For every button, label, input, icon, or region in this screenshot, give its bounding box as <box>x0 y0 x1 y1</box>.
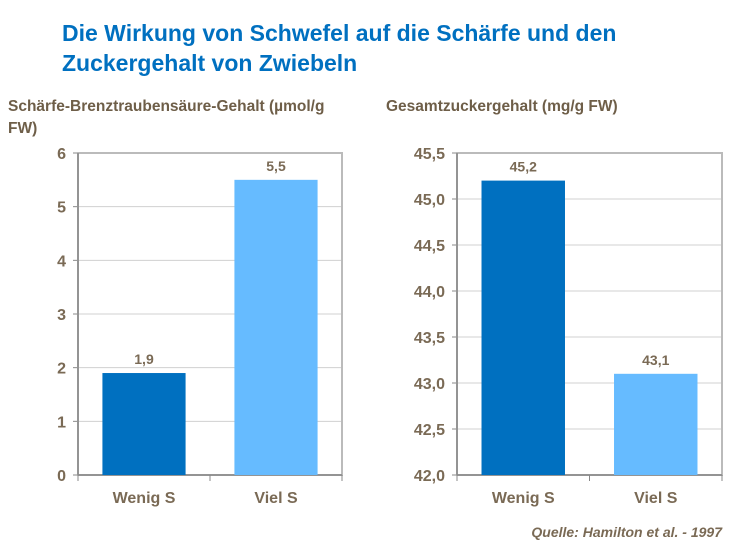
chart0-bar <box>102 373 186 475</box>
chart1-ytick-label: 44,5 <box>414 238 445 255</box>
chart0-bar <box>234 179 318 476</box>
right-chart-ylabel: Gesamtzuckergehalt (mg/g FW) <box>386 98 618 115</box>
chart1-bar <box>614 373 698 475</box>
chart0-xtick-label: Wenig S <box>113 490 176 507</box>
source-note: Quelle: Hamilton et al. - 1997 <box>531 524 722 540</box>
chart1-data-label: 43,1 <box>642 352 669 368</box>
chart1-bar <box>481 180 565 475</box>
left-chart-ylabel: Schärfe-Brenztraubensäure-Gehalt (µmol/g… <box>8 98 325 137</box>
chart0-ytick-label: 6 <box>57 146 66 163</box>
chart0-ytick-label: 5 <box>57 200 66 217</box>
chart1-ytick-label: 44,0 <box>414 284 445 301</box>
chart0-ytick-label: 3 <box>57 307 66 324</box>
chart1-xtick-label: Viel S <box>634 490 678 507</box>
slide-title: Die Wirkung von Schwefel auf die Schärfe… <box>62 20 617 76</box>
chart1-ytick-label: 45,5 <box>414 146 445 163</box>
chart0-ytick-label: 4 <box>57 253 66 270</box>
chart0-xtick-label: Viel S <box>254 490 298 507</box>
chart0-ytick-label: 2 <box>57 361 66 378</box>
chart0-data-label: 1,9 <box>134 351 154 367</box>
chart1-ytick-label: 43,5 <box>414 330 445 347</box>
chart1-ytick-label: 45,0 <box>414 192 445 209</box>
chart0-ytick-label: 0 <box>57 468 66 485</box>
chart0-data-label: 5,5 <box>266 158 286 174</box>
chart1-ytick-label: 42,5 <box>414 422 445 439</box>
chart1-xtick-label: Wenig S <box>492 490 555 507</box>
chart1-ytick-label: 43,0 <box>414 376 445 393</box>
chart0-ytick-label: 1 <box>57 414 66 431</box>
chart1-data-label: 45,2 <box>510 159 537 175</box>
chart1-ytick-label: 42,0 <box>414 468 445 485</box>
